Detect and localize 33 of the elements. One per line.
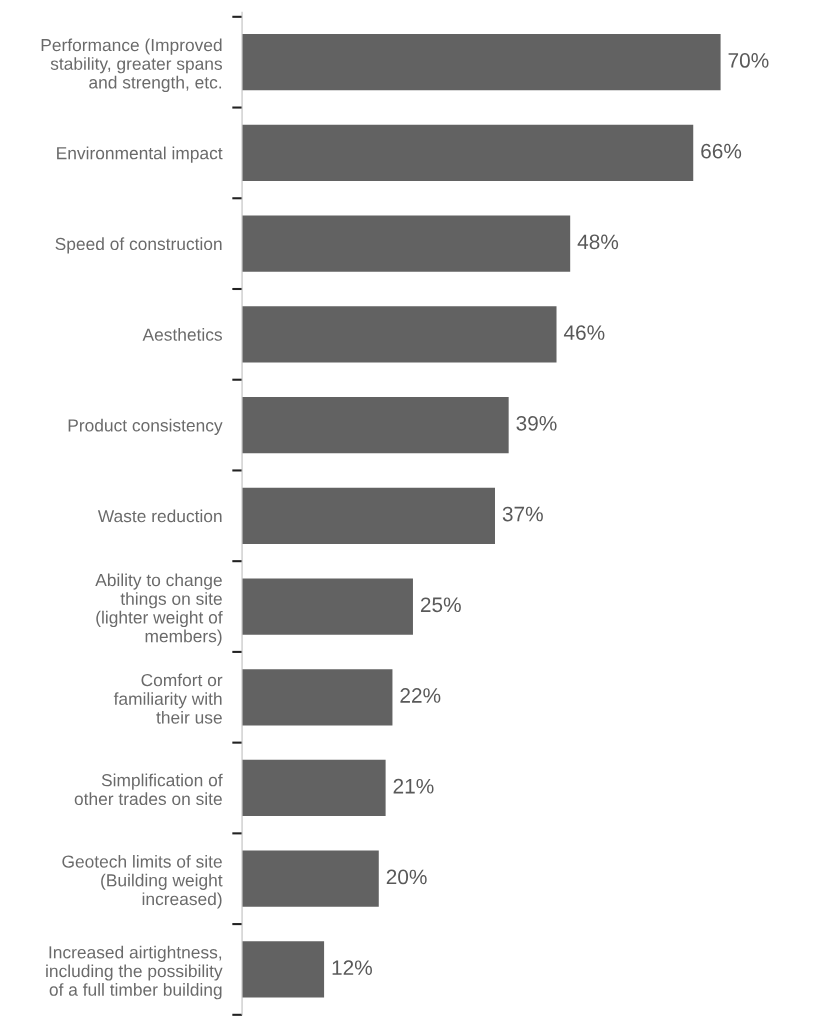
data-label: 22%	[400, 688, 441, 703]
data-label: 20%	[386, 869, 427, 885]
bar	[242, 306, 557, 363]
bar	[242, 578, 413, 635]
data-label: 66%	[701, 143, 742, 159]
y-tick-label: Comfort or familiarity with their use	[113, 673, 223, 724]
data-label: 48%	[577, 234, 619, 250]
bar	[242, 759, 386, 817]
bar	[242, 850, 379, 907]
y-tick-label: Waste reduction	[97, 509, 222, 523]
y-tick-label: Performance (Improved stability, greater spans and strength, etc.	[41, 38, 222, 93]
data-label: 12%	[332, 960, 372, 975]
bar	[242, 215, 571, 272]
y-tick-label: Geotech limits of site (Building weight increased)	[62, 854, 223, 909]
bar	[242, 124, 694, 182]
y-tick-label: Environmental impact	[57, 146, 223, 163]
y-tick-label: Ability to change things on site (lighter weight of members)	[95, 573, 223, 646]
data-label: 46%	[563, 325, 605, 340]
y-tick-label: Simplification of other trades on site	[74, 773, 223, 806]
y-tick-label: Aesthetics	[142, 328, 222, 341]
data-label: 21%	[393, 778, 434, 794]
y-tick-label: Increased airtightness, including the possibility of a full timber building	[46, 945, 223, 1000]
bar	[242, 669, 393, 726]
bar	[242, 487, 495, 544]
data-label: 25%	[420, 597, 461, 613]
y-tick-label: Product consistency	[68, 418, 223, 435]
data-label: 70%	[728, 53, 769, 68]
y-tick-label: Speed of construction	[55, 237, 222, 254]
bar	[242, 941, 325, 998]
data-label: 37%	[502, 506, 543, 522]
bar	[242, 34, 721, 91]
bar	[242, 396, 509, 454]
data-label: 39%	[516, 415, 557, 431]
